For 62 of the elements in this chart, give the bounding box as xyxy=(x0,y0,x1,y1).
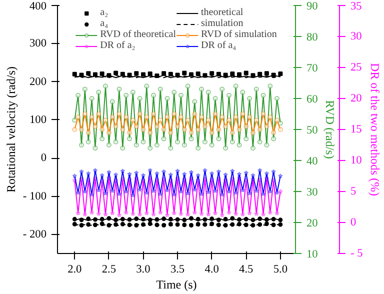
y2-tick-label: 30 xyxy=(306,186,318,198)
point xyxy=(182,70,187,76)
point xyxy=(278,72,283,76)
y2-tick-label: 60 xyxy=(306,94,318,106)
y3-tick-label: 10 xyxy=(350,154,362,166)
y3-tick-label: 0 xyxy=(350,216,356,228)
point xyxy=(210,71,214,76)
legend-label: simulation xyxy=(200,18,244,29)
y2-tick-label: 10 xyxy=(306,248,318,260)
x-tick-label: 4.0 xyxy=(204,264,220,276)
y-tick-label: - 100 xyxy=(22,190,47,202)
y3-tick-label: 25 xyxy=(350,62,362,74)
point xyxy=(148,72,152,76)
legend-label: DR of a₄ xyxy=(200,40,236,51)
y3-tick-label: 15 xyxy=(350,124,362,136)
y2-tick-label: 50 xyxy=(306,124,318,136)
y-tick-label: 0 xyxy=(40,152,47,164)
point xyxy=(230,72,235,76)
y2-axis-title: RVD (rad/s) xyxy=(322,100,337,159)
legend-label: DR of a₂ xyxy=(100,40,136,51)
y2-tick-label: 70 xyxy=(306,62,318,74)
x-axis-title: Time (s) xyxy=(156,278,197,292)
y-tick-label: 100 xyxy=(30,114,47,126)
point xyxy=(196,72,200,76)
legend-label: a₄ xyxy=(100,18,110,29)
x-tick-label: 2.5 xyxy=(102,264,116,276)
y-tick-label: 400 xyxy=(30,0,47,12)
legend-label: RVD of simulation xyxy=(200,29,277,40)
point xyxy=(72,222,77,226)
y2-tick-label: 40 xyxy=(306,156,318,168)
x-tick-label: 3.5 xyxy=(170,264,185,276)
y3-axis-title: DR of the two methods (%) xyxy=(368,63,382,196)
legend-label: RVD of theoretical xyxy=(100,29,176,40)
y-tick-label: 300 xyxy=(30,38,47,50)
x-tick-label: 5.0 xyxy=(273,264,288,276)
point xyxy=(210,221,214,226)
y3-tick-label: - 5 xyxy=(350,248,364,260)
y3-tick-label: 35 xyxy=(350,0,362,12)
point xyxy=(162,71,166,76)
x-tick-label: 2.0 xyxy=(68,264,82,276)
y-tick-label: 200 xyxy=(30,76,47,88)
point xyxy=(264,71,269,76)
point xyxy=(114,70,118,76)
legend-label: a₂ xyxy=(100,7,110,18)
point xyxy=(86,71,91,76)
point xyxy=(100,72,104,76)
x-tick-label: 3.0 xyxy=(136,264,151,276)
y-axis-title: Rotational velocity (rad/s) xyxy=(4,66,18,192)
x-tick-label: 4.5 xyxy=(239,264,254,276)
y2-tick-label: 80 xyxy=(306,32,318,44)
point xyxy=(72,216,77,222)
point xyxy=(244,70,248,76)
legend-label: theoretical xyxy=(200,7,244,18)
point xyxy=(264,221,269,226)
y3-tick-label: 20 xyxy=(350,92,362,104)
y2-tick-label: 90 xyxy=(306,0,318,12)
y-tick-label: - 200 xyxy=(22,228,47,240)
y2-tick-label: 20 xyxy=(306,218,318,230)
point xyxy=(72,72,77,76)
y3-tick-label: 5 xyxy=(350,186,356,198)
point xyxy=(134,71,139,76)
y3-tick-label: 30 xyxy=(350,30,362,42)
